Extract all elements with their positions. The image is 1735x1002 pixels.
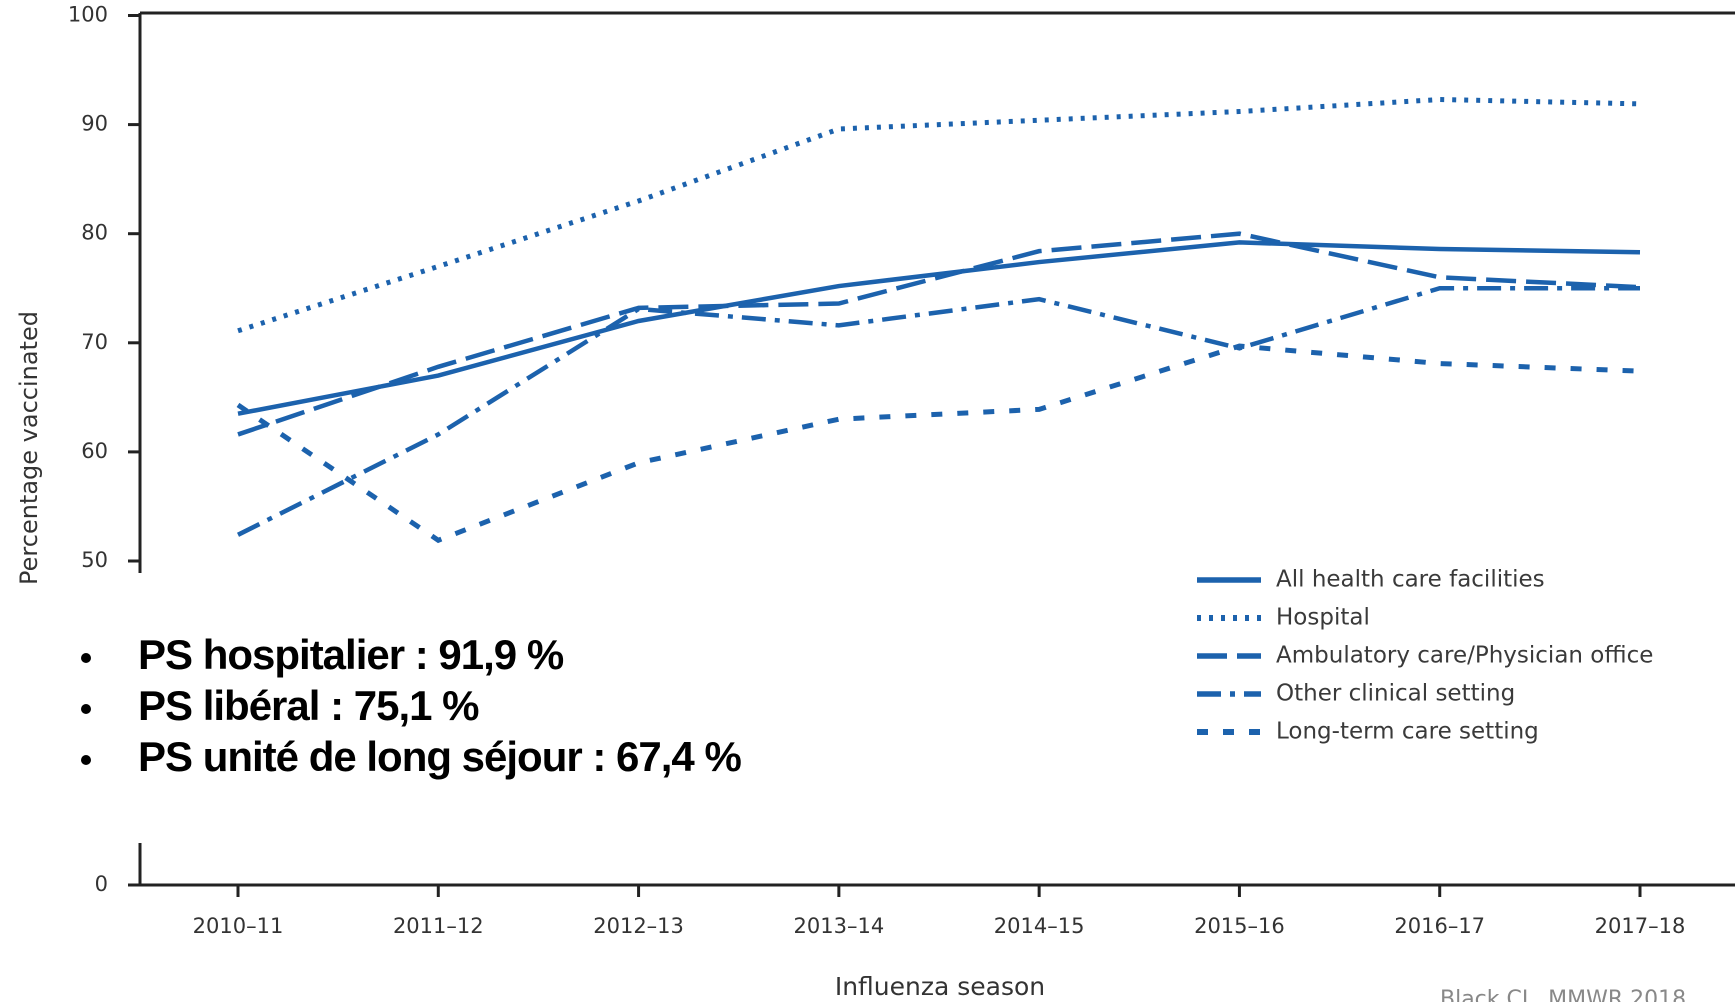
y-tick-label: 100 (68, 3, 108, 27)
overlay-box (44, 573, 1031, 843)
y-tick-label: 70 (81, 330, 108, 354)
y-tick-label: 60 (81, 439, 108, 463)
x-tick-label: 2011–12 (393, 914, 484, 938)
y-tick-label: 0 (95, 872, 108, 896)
y-tick-label: 50 (81, 548, 108, 572)
legend-label: Ambulatory care/Physician office (1276, 643, 1653, 669)
bullet-dot (81, 704, 91, 714)
series-line (237, 240, 1641, 416)
x-tick-label: 2015–16 (1194, 914, 1285, 938)
y-tick-label: 80 (81, 221, 108, 245)
bullet-dot (81, 755, 91, 765)
x-axis-title: Influenza season (835, 972, 1045, 1001)
x-tick-label: 2013–14 (794, 914, 885, 938)
x-tick-label: 2010–11 (193, 914, 284, 938)
bullet-text: PS unité de long séjour : 67,4 % (138, 733, 741, 780)
legend-label: Other clinical setting (1276, 681, 1515, 707)
bullet-text: PS libéral : 75,1 % (138, 682, 479, 729)
legend-label: Hospital (1276, 605, 1370, 631)
legend-label: All health care facilities (1276, 567, 1545, 593)
series-line (236, 286, 1640, 537)
legend-label: Long-term care setting (1276, 719, 1539, 745)
x-tick-label: 2017–18 (1595, 914, 1686, 938)
y-axis-title: Percentage vaccinated (15, 311, 43, 585)
x-tick-label: 2014–15 (994, 914, 1085, 938)
x-tick-label: 2012–13 (593, 914, 684, 938)
y-tick-label: 90 (81, 112, 108, 136)
series-line (237, 231, 1641, 437)
bullet-dot (81, 653, 91, 663)
bullet-text: PS hospitalier : 91,9 % (138, 631, 564, 678)
series-line (236, 343, 1641, 544)
series-line (237, 97, 1641, 334)
x-tick-label: 2016–17 (1394, 914, 1485, 938)
source: Black CL. MMWR 2018 (1440, 987, 1686, 1002)
